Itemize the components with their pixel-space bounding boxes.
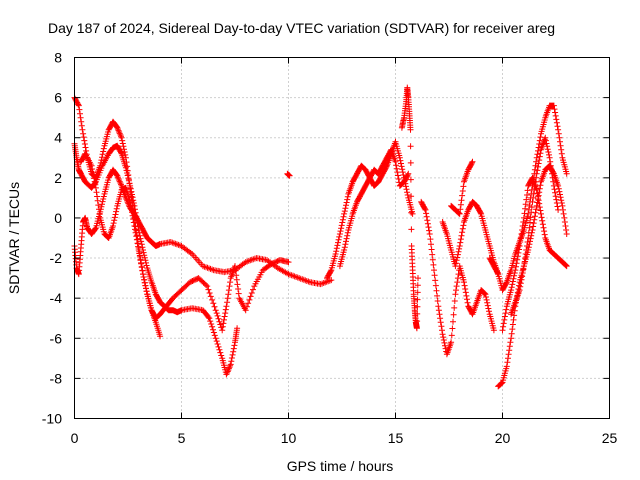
series-blip xyxy=(284,170,293,179)
data-point-markers xyxy=(486,102,570,294)
series-arc-j xyxy=(486,102,570,294)
y-tick-label: -2 xyxy=(50,250,63,266)
y-tick-label: 6 xyxy=(54,90,62,106)
data-point-markers xyxy=(495,162,570,390)
series-arc-k xyxy=(495,162,570,390)
y-tick-label: 2 xyxy=(54,170,62,186)
y-axis-label: SDTVAR / TECUs xyxy=(6,182,22,294)
data-point-markers xyxy=(71,166,335,288)
chart-title: Day 187 of 2024, Sidereal Day-to-day VTE… xyxy=(48,20,555,36)
x-tick-label: 10 xyxy=(281,430,297,446)
data-point-markers xyxy=(499,174,570,334)
y-tick-label: 4 xyxy=(54,130,62,146)
data-point-markers xyxy=(336,146,412,270)
series-arc-g xyxy=(418,198,497,358)
x-tick-label: 20 xyxy=(495,430,511,446)
series-arc-b xyxy=(71,166,335,288)
series-arc-l xyxy=(499,174,570,334)
y-tick-label: -6 xyxy=(50,330,63,346)
x-tick-label: 0 xyxy=(71,430,79,446)
data-point-markers xyxy=(508,134,562,318)
series-arc-m xyxy=(508,134,562,318)
x-tick-label: 15 xyxy=(388,430,404,446)
y-tick-label: 8 xyxy=(54,50,62,66)
y-tick-label: -8 xyxy=(50,370,63,386)
series-arc-d xyxy=(77,150,292,334)
axis-ticks xyxy=(74,57,610,419)
data-point-markers xyxy=(324,138,416,282)
grid-lines xyxy=(74,57,610,419)
y-tick-labels: -10 -8 -6 -4 -2 0 2 4 6 8 xyxy=(42,50,62,427)
data-point-markers xyxy=(398,84,421,332)
data-point-markers xyxy=(77,150,292,334)
y-tick-label: -10 xyxy=(42,411,62,427)
x-axis-label: GPS time / hours xyxy=(287,458,394,474)
series-arc-f xyxy=(336,146,412,270)
data-point-markers xyxy=(439,198,502,278)
data-marks xyxy=(71,84,570,390)
x-tick-labels: 0 5 10 15 20 25 xyxy=(71,430,618,446)
data-point-markers xyxy=(418,198,497,358)
series-spike xyxy=(398,84,421,332)
series-arc-h xyxy=(439,198,502,278)
series-arc-e xyxy=(324,138,416,282)
x-tick-label: 5 xyxy=(178,430,186,446)
data-point-markers xyxy=(284,170,293,179)
series-arc-i xyxy=(448,158,476,217)
data-point-markers xyxy=(448,158,476,217)
y-tick-label: -4 xyxy=(50,290,63,306)
plot-frame xyxy=(74,57,610,419)
y-tick-label: 0 xyxy=(54,210,62,226)
x-tick-label: 25 xyxy=(602,430,618,446)
